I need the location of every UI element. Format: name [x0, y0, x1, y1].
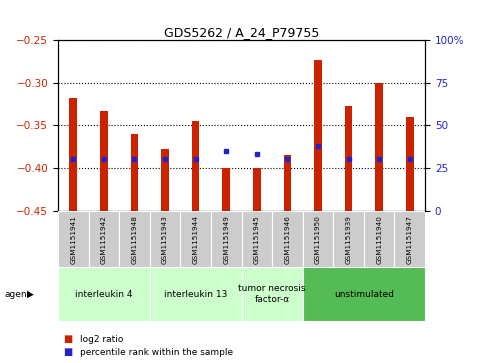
Bar	[395, 211, 425, 267]
Bar	[364, 211, 395, 267]
Title: GDS5262 / A_24_P79755: GDS5262 / A_24_P79755	[164, 26, 319, 39]
Bar	[242, 211, 272, 267]
Bar	[211, 211, 242, 267]
Text: interleukin 13: interleukin 13	[164, 290, 227, 298]
Text: unstimulated: unstimulated	[334, 290, 394, 298]
Text: percentile rank within the sample: percentile rank within the sample	[80, 348, 233, 356]
Text: ■: ■	[63, 334, 72, 344]
Text: GSM1151940: GSM1151940	[376, 215, 382, 264]
Bar	[253, 168, 261, 211]
Text: agent: agent	[5, 290, 31, 298]
Bar	[150, 211, 180, 267]
Bar	[272, 211, 303, 267]
Text: GSM1151943: GSM1151943	[162, 215, 168, 264]
Text: GSM1151941: GSM1151941	[70, 215, 76, 264]
Bar	[70, 98, 77, 211]
Text: GSM1151949: GSM1151949	[223, 215, 229, 264]
Bar	[333, 211, 364, 267]
Bar	[88, 211, 119, 267]
Text: log2 ratio: log2 ratio	[80, 335, 123, 344]
Bar	[284, 155, 291, 211]
Text: GSM1151944: GSM1151944	[193, 215, 199, 264]
Bar	[222, 168, 230, 211]
Text: ▶: ▶	[27, 290, 33, 298]
Bar	[119, 211, 150, 267]
Bar	[303, 211, 333, 267]
Bar	[406, 117, 413, 211]
Bar	[192, 121, 199, 211]
Bar	[242, 267, 303, 321]
Bar	[130, 134, 138, 211]
Bar	[303, 267, 425, 321]
Text: GSM1151948: GSM1151948	[131, 215, 138, 264]
Text: GSM1151947: GSM1151947	[407, 215, 413, 264]
Text: GSM1151945: GSM1151945	[254, 215, 260, 264]
Text: tumor necrosis
factor-α: tumor necrosis factor-α	[238, 284, 306, 304]
Bar	[375, 82, 383, 211]
Text: GSM1151950: GSM1151950	[315, 215, 321, 264]
Bar	[180, 211, 211, 267]
Text: ■: ■	[63, 347, 72, 357]
Bar	[314, 60, 322, 211]
Text: interleukin 4: interleukin 4	[75, 290, 133, 298]
Bar	[150, 267, 242, 321]
Bar	[161, 149, 169, 211]
Bar	[58, 267, 150, 321]
Text: GSM1151939: GSM1151939	[345, 215, 352, 264]
Bar	[100, 111, 108, 211]
Bar	[58, 211, 88, 267]
Bar	[345, 106, 353, 211]
Text: GSM1151942: GSM1151942	[101, 215, 107, 264]
Text: GSM1151946: GSM1151946	[284, 215, 290, 264]
